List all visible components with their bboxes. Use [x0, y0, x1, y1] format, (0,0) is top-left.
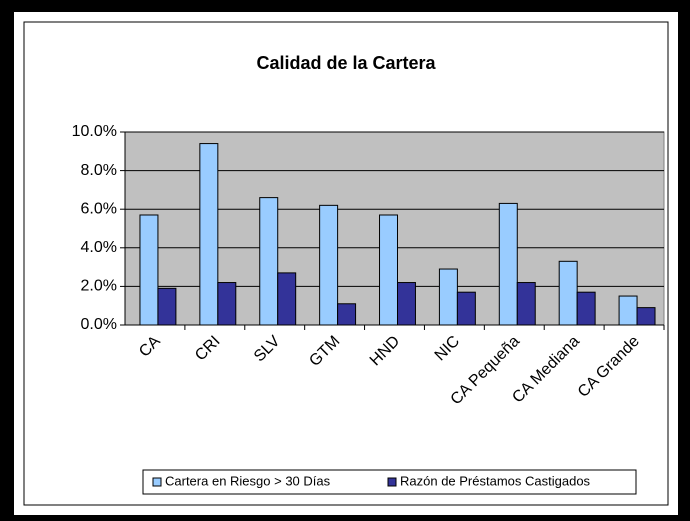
- bar: [199, 143, 219, 326]
- bar: [139, 214, 159, 326]
- y-tick-label: 8.0%: [81, 162, 117, 179]
- bar: [157, 287, 177, 326]
- bar: [259, 197, 279, 326]
- bar: [576, 291, 596, 326]
- bar: [498, 202, 518, 326]
- y-tick-label: 2.0%: [81, 278, 117, 295]
- legend-label: Cartera en Riesgo > 30 Días: [165, 473, 331, 488]
- legend-label: Razón de Préstamos Castigados: [400, 473, 591, 488]
- bar: [636, 307, 656, 326]
- bar: [438, 268, 458, 326]
- bar: [396, 282, 416, 326]
- bar: [558, 260, 578, 326]
- chart-title: Calidad de la Cartera: [256, 53, 436, 73]
- bar: [379, 214, 398, 326]
- bar: [319, 204, 339, 326]
- bar: [456, 291, 476, 326]
- y-tick-label: 0.0%: [81, 316, 117, 333]
- bar: [516, 282, 536, 326]
- bar: [277, 272, 297, 326]
- y-tick-label: 4.0%: [81, 239, 117, 256]
- y-tick-label: 6.0%: [81, 200, 117, 217]
- bar: [618, 295, 638, 326]
- bar: [217, 282, 237, 326]
- y-tick-label: 10.0%: [72, 123, 117, 140]
- legend-swatch: [387, 477, 397, 487]
- legend-swatch: [152, 477, 162, 487]
- bar: [337, 303, 357, 326]
